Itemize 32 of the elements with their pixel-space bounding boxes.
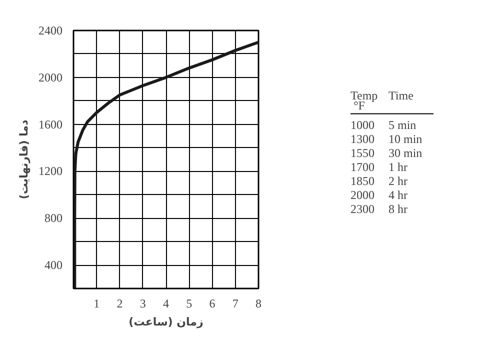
text: 2300 (350, 202, 374, 216)
text: 1000 (350, 118, 374, 132)
text: 1700 (350, 160, 374, 174)
x-tick-label: 5 (186, 296, 192, 310)
x-tick-label: 7 (232, 296, 238, 310)
y-axis-title: دما (فارنهایت) (18, 119, 30, 200)
text: 10 min (388, 132, 422, 146)
x-tick-label: 3 (140, 296, 146, 310)
y-tick-label: 1600 (38, 117, 62, 132)
y-tick-label: 2400 (38, 24, 62, 38)
x-tick-label: 6 (209, 296, 216, 310)
y-tick-label: 1200 (38, 164, 62, 178)
text: Time (388, 88, 414, 103)
text: 1550 (350, 146, 374, 160)
x-tick-label: 4 (163, 296, 169, 310)
text: 1 hr (388, 160, 408, 174)
text: 5 min (388, 118, 416, 132)
text: 2 hr (388, 174, 408, 188)
text: 2000 (350, 188, 374, 202)
text: Temp (350, 88, 378, 103)
text: 30 min (388, 146, 422, 160)
y-tick-label: 400 (44, 258, 62, 272)
text: 1300 (350, 132, 374, 146)
text: 1850 (350, 174, 374, 188)
x-tick-label: 1 (94, 296, 100, 310)
x-tick-label: 8 (256, 296, 262, 310)
x-tick-label: 2 (116, 296, 123, 310)
y-tick-label: 2000 (38, 70, 62, 84)
x-axis-title: زمان (ساعت) (128, 316, 204, 328)
y-tick-label: 800 (44, 211, 62, 226)
text: 4 hr (388, 188, 408, 202)
text: 8 hr (388, 202, 408, 216)
